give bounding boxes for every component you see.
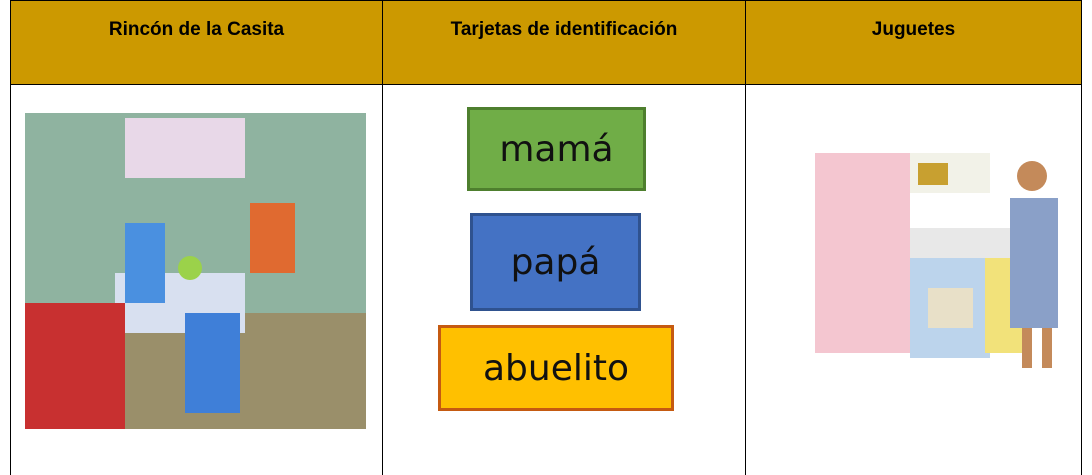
- card: papá: [470, 213, 641, 311]
- body-cell: [745, 85, 1082, 475]
- toy-kitchen-photo: [815, 153, 1058, 368]
- classroom-photo: [25, 113, 366, 429]
- page: Rincón de la Casita Tarjetas de identifi…: [10, 0, 1082, 475]
- card: abuelito: [438, 325, 674, 411]
- header-cell: Tarjetas de identificación: [382, 0, 746, 85]
- header-cell: Rincón de la Casita: [10, 0, 383, 85]
- header-cell: Juguetes: [745, 0, 1082, 85]
- card: mamá: [467, 107, 646, 191]
